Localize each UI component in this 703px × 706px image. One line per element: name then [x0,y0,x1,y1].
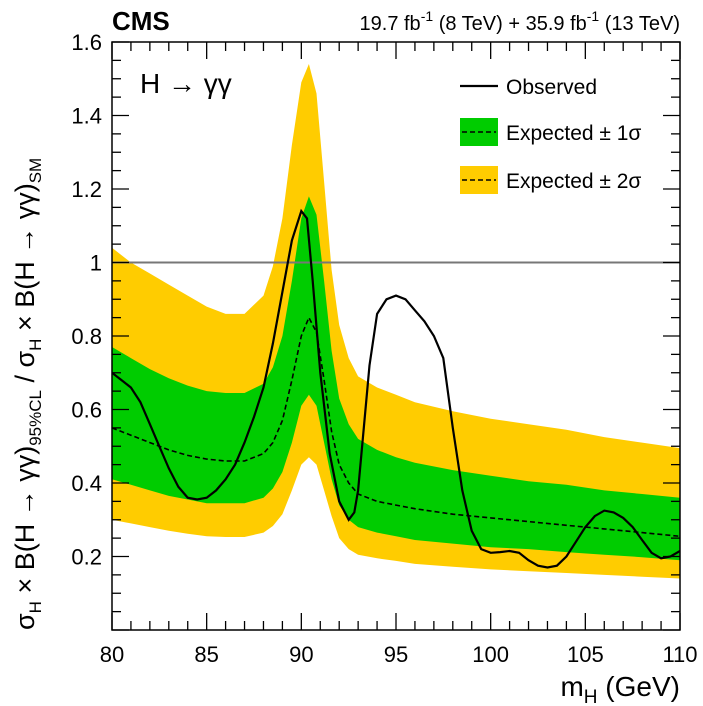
legend: Observed Expected ± 1σ Expected ± 2σ [460,76,641,194]
x-tick-label: 90 [289,642,313,667]
y-axis-title: σH × B(H → γγ)95%CL / σH × B(H → γγ)SM [10,158,45,630]
axis-ticks: 80 85 90 95 100 105 110 0.2 0.4 0.6 0.8 1 1.2 1.4 1.6 [71,30,697,667]
observed-line [112,208,680,569]
y-tick-label: 0.8 [71,324,102,349]
y-tick-label: 1 [90,251,102,276]
plot-area [112,64,680,579]
x-tick-label: 100 [472,642,509,667]
x-tick-label: 110 [662,642,697,667]
x-axis-title: mH (GeV) [560,671,680,706]
cms-label: CMS [112,6,170,36]
x-tick-label: 85 [194,642,218,667]
y-tick-label: 1.2 [71,177,102,202]
channel-label: H → γγ [140,68,232,99]
expected-median-line [112,315,680,538]
luminosity-label: 19.7 fb-1 (8 TeV) + 35.9 fb-1 (13 TeV) [360,8,680,35]
y-tick-label: 0.4 [71,471,102,496]
legend-observed-label: Observed [506,76,597,99]
y-tick-label: 0.2 [71,545,102,570]
y-tick-label: 1.6 [71,30,102,55]
legend-1sigma-label: Expected ± 1σ [506,122,641,145]
legend-2sigma-label: Expected ± 2σ [506,170,641,193]
y-tick-label: 0.6 [71,398,102,423]
x-tick-label: 95 [384,642,408,667]
y-tick-label: 1.4 [71,104,102,129]
x-tick-label: 80 [100,642,124,667]
expected-1sigma-band [112,196,680,561]
x-tick-label: 105 [567,642,604,667]
